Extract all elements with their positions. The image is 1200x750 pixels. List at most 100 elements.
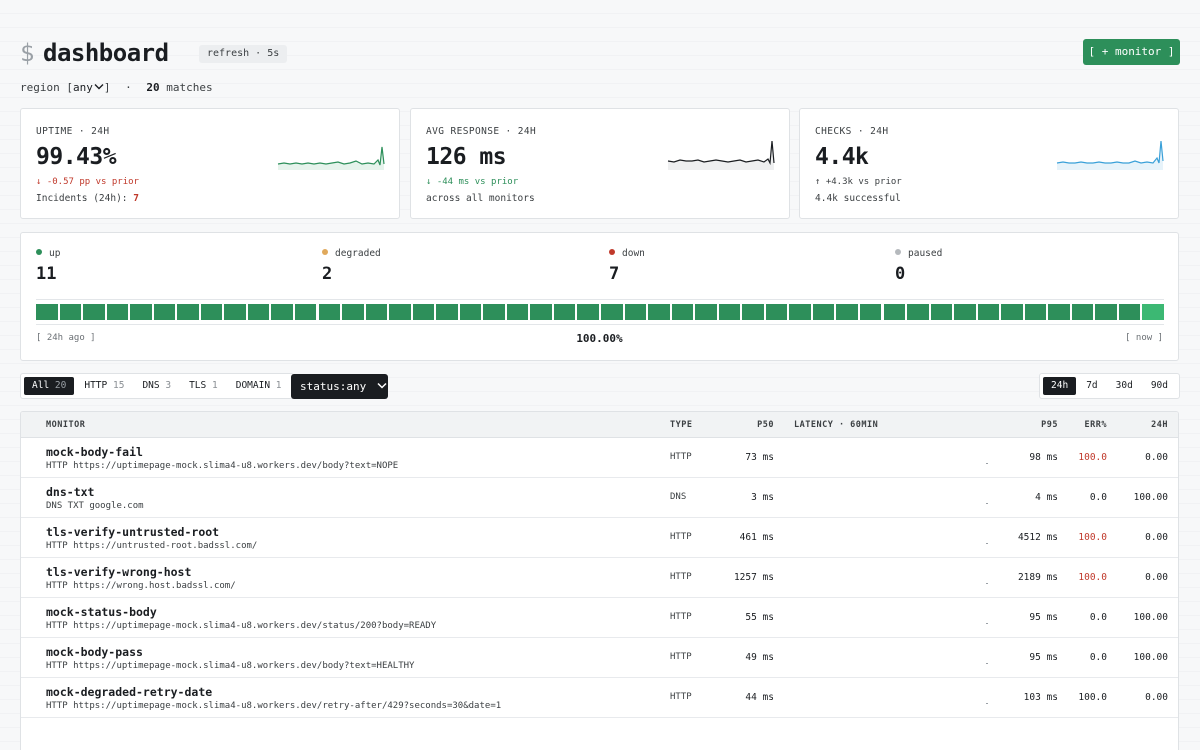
tab-count: 20	[54, 380, 67, 391]
col-p95[interactable]: P95	[1041, 420, 1058, 430]
status-dropdown[interactable]: status:any	[291, 374, 388, 399]
tab-http[interactable]: HTTP 15	[76, 377, 132, 395]
region-label: region [	[20, 81, 73, 94]
monitor-url: HTTP https://untrusted-root.badssl.com/	[46, 541, 258, 551]
uptime-bar[interactable]	[530, 304, 552, 320]
uptime-bar[interactable]	[553, 304, 576, 320]
monitor-p50: 49 ms	[745, 652, 774, 663]
latency-sparkline	[986, 663, 988, 664]
card-value: 126 ms	[426, 144, 507, 170]
tab-tls[interactable]: TLS 1	[181, 377, 226, 395]
uptime-bar[interactable]	[224, 304, 246, 320]
uptime-bar[interactable]	[177, 304, 199, 320]
add-monitor-button[interactable]: [ + monitor ]	[1083, 39, 1180, 65]
table-row[interactable]: tls-verify-wrong-host HTTP https://wrong.…	[21, 558, 1178, 598]
uptime-bar[interactable]	[459, 304, 482, 320]
uptime-bar[interactable]	[977, 304, 1000, 320]
uptime-bar[interactable]	[389, 304, 411, 320]
monitor-type: HTTP	[670, 532, 692, 542]
uptime-bar[interactable]	[718, 304, 741, 320]
monitor-uptime: 0.00	[1145, 572, 1168, 583]
col-err[interactable]: ERR%	[1084, 420, 1107, 430]
uptime-bar[interactable]	[648, 304, 670, 320]
monitor-url: HTTP https://uptimepage-mock.slima4-u8.w…	[46, 701, 502, 711]
uptime-bar[interactable]	[601, 304, 623, 320]
range-7d[interactable]: 7d	[1086, 380, 1098, 391]
uptime-bar[interactable]	[59, 304, 82, 320]
strip-end-label: [ now ]	[1125, 333, 1163, 343]
uptime-bar[interactable]	[294, 304, 317, 320]
table-row[interactable]: mock-body-pass HTTP https://uptimepage-mo…	[21, 638, 1178, 678]
range-90d[interactable]: 90d	[1150, 380, 1168, 391]
card-label: AVG RESPONSE · 24H	[426, 126, 537, 137]
prompt-symbol: $	[20, 39, 35, 67]
tab-domain[interactable]: DOMAIN 1	[228, 377, 290, 395]
uptime-bar[interactable]	[130, 304, 152, 320]
uptime-bar[interactable]	[365, 304, 388, 320]
table-row[interactable]: mock-body-fail HTTP https://uptimepage-mo…	[21, 438, 1178, 478]
uptime-bar[interactable]	[812, 304, 835, 320]
uptime-bar[interactable]	[506, 304, 529, 320]
uptime-bar[interactable]	[624, 304, 647, 320]
uptime-bar[interactable]	[483, 304, 505, 320]
uptime-bar[interactable]	[1095, 304, 1117, 320]
monitor-type: HTTP	[670, 612, 692, 622]
uptime-bar[interactable]	[1001, 304, 1023, 320]
uptime-bar[interactable]	[954, 304, 976, 320]
match-count: 20	[146, 81, 160, 94]
uptime-bar[interactable]	[742, 304, 764, 320]
tab-all[interactable]: All 20	[24, 377, 75, 395]
region-select[interactable]: any	[73, 81, 104, 94]
uptime-bar[interactable]	[342, 304, 364, 320]
card-delta: ↓ -0.57 pp vs prior	[36, 177, 139, 187]
monitor-p95: 95 ms	[1029, 612, 1058, 623]
uptime-bar[interactable]	[765, 304, 788, 320]
uptime-bar[interactable]	[153, 304, 176, 320]
stat-count: 11	[36, 264, 57, 284]
monitor-type: HTTP	[670, 652, 692, 662]
uptime-bar[interactable]	[83, 304, 105, 320]
uptime-bar[interactable]	[859, 304, 882, 320]
table-row[interactable]: dns-txt DNS TXT google.com DNS 3 ms 4 ms 0.0 1…	[21, 478, 1178, 518]
uptime-bar[interactable]	[1071, 304, 1094, 320]
uptime-bar[interactable]	[1024, 304, 1047, 320]
uptime-bar[interactable]	[1118, 304, 1141, 320]
card-value: 99.43%	[36, 144, 117, 170]
uptime-bar[interactable]	[412, 304, 435, 320]
uptime-bar[interactable]	[907, 304, 929, 320]
uptime-bar[interactable]	[930, 304, 953, 320]
uptime-bar[interactable]	[247, 304, 270, 320]
uptime-bar[interactable]	[1048, 304, 1070, 320]
col-p50[interactable]: P50	[757, 420, 774, 430]
range-30d[interactable]: 30d	[1115, 380, 1133, 391]
uptime-bar[interactable]	[883, 304, 906, 320]
refresh-badge[interactable]: refresh · 5s	[199, 45, 288, 63]
incidents-label: Incidents (24h):	[36, 193, 134, 204]
monitor-name: mock-status-body	[46, 605, 157, 619]
range-24h[interactable]: 24h	[1043, 377, 1077, 395]
uptime-bar[interactable]	[671, 304, 694, 320]
table-row[interactable]: tls-verify-untrusted-root HTTP https://un…	[21, 518, 1178, 558]
uptime-bar[interactable]	[318, 304, 341, 320]
stat-paused: paused 0	[895, 248, 942, 284]
uptime-bar[interactable]	[836, 304, 858, 320]
tab-dns[interactable]: DNS 3	[134, 377, 179, 395]
uptime-bar[interactable]	[577, 304, 599, 320]
col-monitor[interactable]: MONITOR	[46, 420, 86, 430]
uptime-bar[interactable]	[695, 304, 717, 320]
card-sub: across all monitors	[426, 193, 535, 204]
table-row[interactable]: mock-status-body HTTP https://uptimepage-…	[21, 598, 1178, 638]
card-value: 4.4k	[815, 144, 869, 170]
monitor-err: 100.0	[1078, 532, 1107, 543]
uptime-bar[interactable]	[1142, 304, 1164, 320]
stat-label: degraded	[335, 248, 381, 259]
uptime-bar[interactable]	[789, 304, 811, 320]
uptime-bar[interactable]	[200, 304, 223, 320]
col-24h[interactable]: 24H	[1151, 420, 1168, 430]
uptime-bar[interactable]	[271, 304, 293, 320]
uptime-bar[interactable]	[36, 304, 58, 320]
uptime-bar[interactable]	[106, 304, 129, 320]
table-row[interactable]: mock-degraded-retry-date HTTP https://upt…	[21, 678, 1178, 718]
col-type[interactable]: TYPE	[670, 420, 693, 430]
uptime-bar[interactable]	[436, 304, 458, 320]
